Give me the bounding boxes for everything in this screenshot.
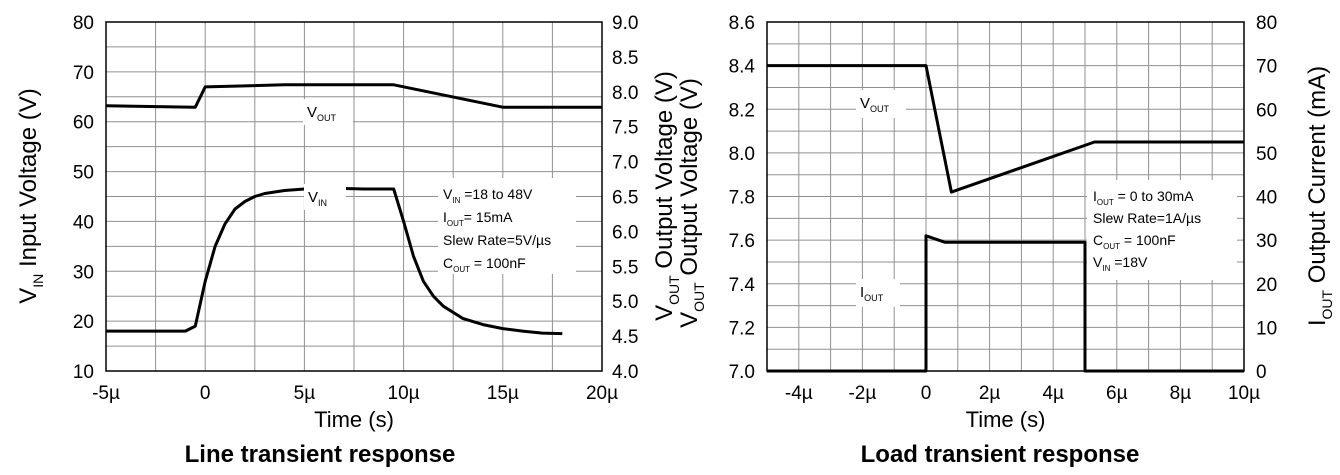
chart2-annotation-line: VIN =18V <box>1093 254 1148 273</box>
chart2-y-left-tick-label: 7.4 <box>729 275 756 296</box>
chart2-x-tick-label: 8µ <box>1170 383 1192 404</box>
chart2-y-right-tick-label: 30 <box>1256 231 1277 252</box>
chart2-y-left-tick-label: 7.2 <box>729 318 755 339</box>
chart2-y-right-tick-label: 60 <box>1256 100 1277 121</box>
chart2-y-right-tick-label: 20 <box>1256 275 1277 296</box>
chart2-annotation-line: COUT = 100nF <box>1093 232 1176 251</box>
chart1-x-tick-label: 5µ <box>294 383 316 404</box>
chart2-y-right-tick-label: 40 <box>1256 188 1277 209</box>
chart2-series-label-bg <box>856 279 900 307</box>
chart1-series-vout-line <box>105 83 602 109</box>
chart2-y-right-tick-label: 70 <box>1256 57 1277 78</box>
chart1-y-right-tick-label: 9.0 <box>612 13 638 34</box>
chart2-x-tick-label: 4µ <box>1042 383 1064 404</box>
chart2-y-left-tick-label: 7.8 <box>729 188 755 209</box>
chart1-x-tick-label: 10µ <box>388 383 420 404</box>
chart2-x-tick-label: 6µ <box>1106 383 1128 404</box>
chart1-series-label-vout: VOUT <box>307 104 337 123</box>
chart1-annotation-line: COUT = 100nF <box>443 255 526 274</box>
chart2-x-tick-label: -4µ <box>785 383 813 404</box>
chart1-annotation-line: IOUT= 15mA <box>443 209 513 228</box>
chart1-y-right-tick-label: 4.0 <box>612 362 638 383</box>
chart1-x-tick-label: 0 <box>200 383 211 404</box>
chart1-annotation-line: Slew Rate=5V/µs <box>443 232 551 248</box>
chart1-y-right-tick-label: 5.0 <box>612 292 638 313</box>
chart1-annotation-bg <box>438 178 576 274</box>
chart2-x-tick-label: 10µ <box>1228 383 1260 404</box>
chart2-group: -4µ -2µ 0 2µ 4µ 6µ 8µ 10µ 7.0 7.2 7.4 7.6 7.8 8.0 8.2 8… <box>676 13 1335 432</box>
chart2-x-tick-label: 0 <box>921 383 932 404</box>
chart2-y-left-tick-label: 7.6 <box>729 231 755 252</box>
chart2-series-vout-line <box>767 64 1244 194</box>
chart2-y-left-tick-label: 8.2 <box>729 100 755 121</box>
chart2-caption: Load transient response <box>860 441 1140 468</box>
chart1-series-label-bg <box>304 184 346 210</box>
chart1-y-left-tick-label: 10 <box>73 362 94 383</box>
chart1-series-label-bg <box>303 99 353 125</box>
chart2-y-left-tick-label: 8.4 <box>729 57 756 78</box>
chart1-caption: Line transient response <box>184 441 456 468</box>
chart2-y-right-tick-label: 50 <box>1256 144 1277 165</box>
chart1-y-left-tick-label: 20 <box>73 312 94 333</box>
chart1-annotation-line: VIN =18 to 48V <box>443 186 533 205</box>
chart1-group: -5µ 0 5µ 10µ 15µ 20µ 10 20 30 40 50 60 70 80 4.0 4.5 5.0… <box>15 13 682 432</box>
chart1-y-right-axis-label: VOUT Output Voltage (V) <box>651 71 682 321</box>
chart2-plot-frame <box>766 21 1245 372</box>
chart1-y-right-tick-label: 6.5 <box>612 188 638 209</box>
chart2-x-axis-label: Time (s) <box>966 407 1046 432</box>
chart2-annotation-bg <box>1087 180 1237 280</box>
chart2-annotation-line: Slew Rate=1A/µs <box>1093 210 1201 226</box>
chart1-y-left-tick-label: 30 <box>73 262 94 283</box>
chart2-series-label-iout: IOUT <box>860 284 884 303</box>
chart1-y-right-tick-label: 7.5 <box>612 118 638 139</box>
chart1-y-right-tick-label: 7.0 <box>612 153 638 174</box>
chart1-y-right-tick-label: 4.5 <box>612 327 638 348</box>
chart1-y-right-tick-label: 5.5 <box>612 257 638 278</box>
chart2-y-right-tick-label: 0 <box>1256 362 1267 383</box>
chart2-y-left-tick-label: 8.0 <box>729 144 755 165</box>
chart1-y-left-tick-label: 80 <box>73 13 94 34</box>
chart1-y-right-tick-label: 6.0 <box>612 222 638 243</box>
chart2-x-tick-label: 2µ <box>979 383 1001 404</box>
chart2-y-left-axis-label: VOUT Output Voltage (V) <box>676 78 707 328</box>
chart1-series-label-vin: VIN <box>308 189 327 208</box>
chart1-x-tick-label: 20µ <box>586 383 618 404</box>
chart2-y-left-tick-label: 8.6 <box>729 13 755 34</box>
chart2-annotation-line: IOUT = 0 to 30mA <box>1093 188 1194 207</box>
chart2-y-right-axis-label: IOUT Output Current (mA) <box>1304 66 1335 326</box>
chart2-series-label-vout: VOUT <box>860 95 890 114</box>
chart2-y-right-tick-label: 10 <box>1256 318 1277 339</box>
chart2-series-iout-line <box>767 234 1244 373</box>
chart1-x-tick-label: -5µ <box>92 383 120 404</box>
chart1-plot-frame <box>105 21 603 372</box>
chart2-x-tick-label: -2µ <box>848 383 876 404</box>
chart1-y-left-tick-label: 40 <box>73 212 94 233</box>
chart1-y-right-tick-label: 8.0 <box>612 83 638 104</box>
chart2-y-right-tick-label: 80 <box>1256 13 1277 34</box>
chart2-series-label-bg <box>856 90 906 118</box>
chart1-y-right-tick-label: 8.5 <box>612 48 638 69</box>
chart1-y-left-axis-label: VIN Input Voltage (V) <box>15 88 46 303</box>
chart1-y-left-tick-label: 70 <box>73 63 94 84</box>
chart1-y-left-tick-label: 50 <box>73 163 94 184</box>
chart2-y-left-tick-label: 7.0 <box>729 362 755 383</box>
chart1-x-tick-label: 15µ <box>487 383 519 404</box>
chart1-x-axis-label: Time (s) <box>314 407 394 432</box>
chart1-y-left-tick-label: 60 <box>73 113 94 134</box>
